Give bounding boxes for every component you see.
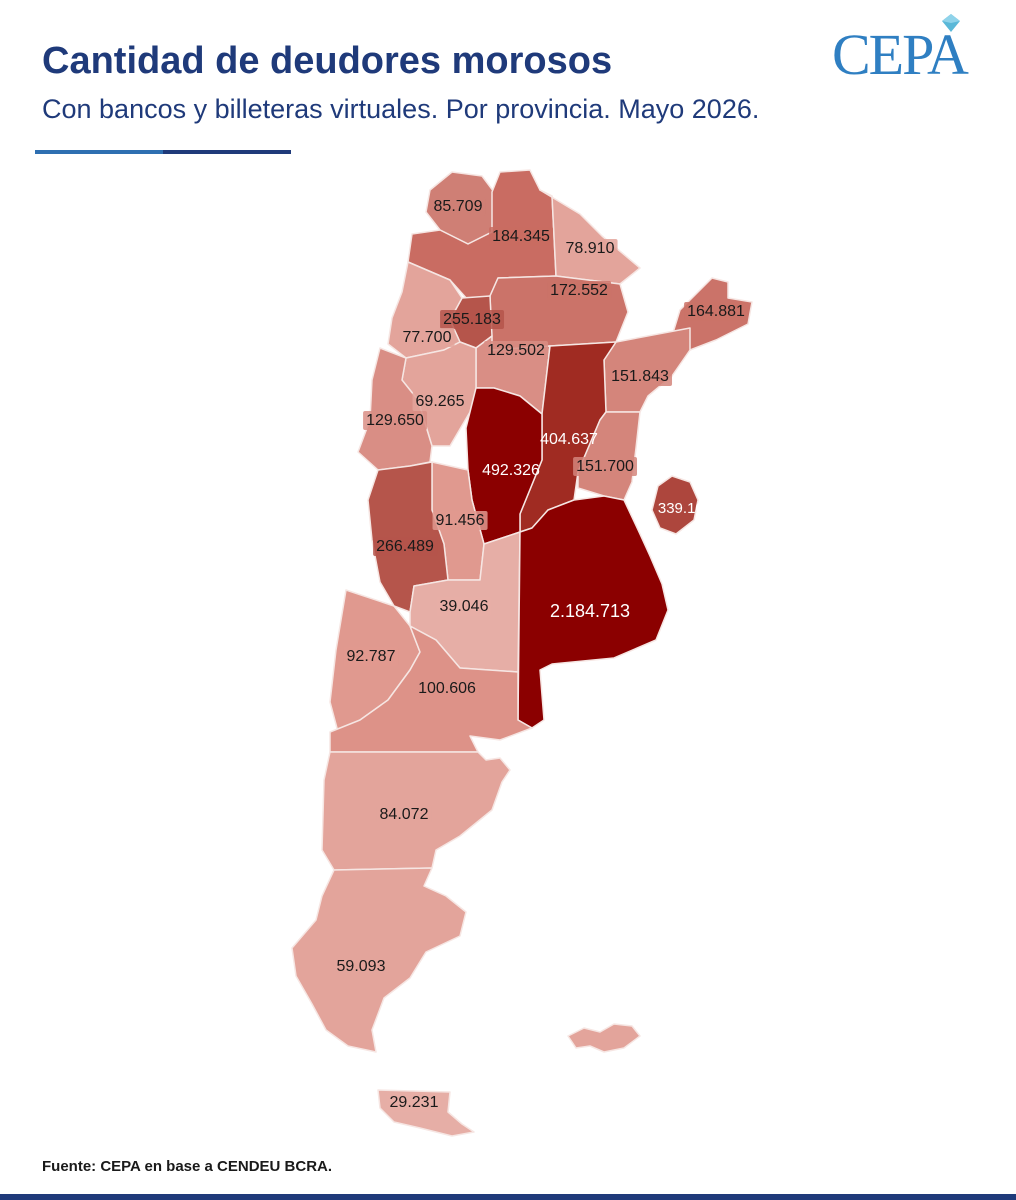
label-la-rioja-text: 69.265 [416,393,465,410]
chart-subtitle: Con bancos y billeteras virtuales. Por p… [42,94,760,124]
label-jujuy: 85.709 [430,197,486,216]
label-salta: 184.345 [489,227,554,246]
label-tierra-del-fuego-text: 29.231 [390,1094,439,1111]
label-tierra-del-fuego: 29.231 [386,1093,442,1112]
region-islas-malvinas [567,1023,641,1053]
region-buenos-aires [517,495,669,729]
label-san-luis-text: 91.456 [436,512,485,529]
label-catamarca: 77.700 [399,328,455,347]
label-santa-cruz-text: 59.093 [337,958,386,975]
region-caba [651,475,699,535]
region-formosa [539,189,641,285]
label-santa-cruz: 59.093 [333,957,389,976]
label-cordoba: 492.326 [482,462,540,479]
label-chubut: 84.072 [376,805,432,824]
label-san-juan: 129.650 [363,411,428,430]
bottom-bar [0,1194,1016,1200]
label-caba-text: 339.101 [658,500,712,517]
label-caba: 339.101 [658,500,712,517]
cepa-logo: CEPA [832,12,992,84]
label-catamarca-text: 77.700 [403,329,452,346]
label-chaco-text: 172.552 [550,282,608,299]
label-santa-fe-text: 404.637 [540,431,598,448]
label-misiones-text: 164.881 [687,303,745,320]
label-buenos-aires-text: 2.184.713 [550,601,630,621]
label-buenos-aires: 2.184.713 [550,601,630,621]
label-santa-fe: 404.637 [540,431,598,448]
label-cordoba-text: 492.326 [482,462,540,479]
label-la-rioja: 69.265 [412,392,468,411]
diamond-mark-icon [942,14,960,32]
label-entre-rios: 151.700 [573,457,638,476]
label-la-pampa: 39.046 [436,597,492,616]
label-tucuman-text: 255.183 [443,311,501,328]
chart-title: Cantidad de deudores morosos [42,40,613,82]
label-formosa: 78.910 [562,239,618,258]
label-neuquen: 92.787 [343,647,399,666]
label-rio-negro: 100.606 [415,679,480,698]
label-mendoza: 266.489 [373,537,438,556]
label-salta-text: 184.345 [492,228,550,245]
label-san-juan-text: 129.650 [366,412,424,429]
label-chaco: 172.552 [547,281,612,300]
region-cordoba [465,387,543,545]
label-santiago-del-estero-text: 129.502 [487,342,545,359]
label-san-luis: 91.456 [432,511,488,530]
label-la-pampa-text: 39.046 [440,598,489,615]
label-corrientes-text: 151.843 [611,368,669,385]
label-jujuy-text: 85.709 [434,198,483,215]
logo-text: CEPA [832,22,969,87]
label-rio-negro-text: 100.606 [418,680,476,697]
label-santiago-del-estero: 129.502 [484,341,549,360]
label-tucuman: 255.183 [440,310,505,329]
label-formosa-text: 78.910 [566,240,615,257]
source-note: Fuente: CEPA en base a CENDEU BCRA. [42,1158,333,1175]
label-chubut-text: 84.072 [380,806,429,823]
label-entre-rios-text: 151.700 [576,458,634,475]
label-misiones: 164.881 [684,302,749,321]
title-underline [35,150,291,154]
label-neuquen-text: 92.787 [347,648,396,665]
label-mendoza-text: 266.489 [376,538,434,555]
label-corrientes: 151.843 [608,367,673,386]
